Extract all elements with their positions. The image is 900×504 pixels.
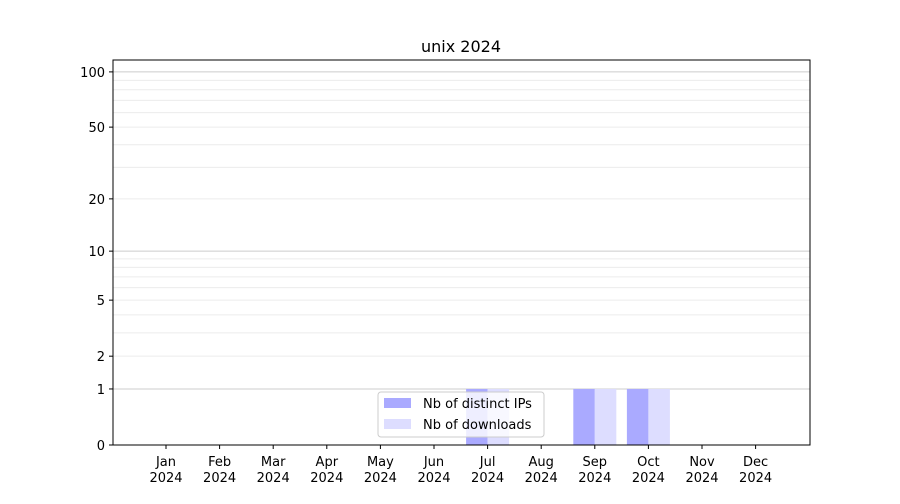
legend-box [377,391,545,438]
y-tick-label: 100 [80,66,105,81]
legend-swatch [384,398,411,408]
x-tick-label: Jun 2024 [417,455,450,486]
x-tick-label: Jan 2024 [149,455,182,486]
y-axis: 0 1 2 5 10 20 50 100 [80,66,113,454]
x-tick-label: Sep 2024 [578,455,611,486]
plot-frame [112,59,811,446]
x-tick-label: Mar 2024 [257,455,290,486]
bar-downloads [648,388,670,445]
legend-swatch [384,419,411,429]
x-axis: Jan 2024 Feb 2024 Mar 2024 Apr 2024 May 2024 Jun 20… [149,445,772,486]
x-tick-label: Aug 2024 [525,455,558,486]
y-tick-label: 2 [97,350,105,365]
grid [113,71,810,390]
legend-label: Nb of distinct IPs [423,397,532,412]
chart-title: unix 2024 [421,37,501,56]
y-tick-label: 1 [97,383,105,398]
bar-distinct-ips [626,388,649,445]
y-tick-label: 50 [88,121,105,136]
bar-distinct-ips [573,388,595,445]
x-tick-label: May 2024 [364,455,397,486]
x-tick-label: Feb 2024 [203,455,236,486]
x-tick-label: Oct 2024 [632,455,665,486]
y-tick-label: 5 [97,294,105,309]
legend: Nb of distinct IPs Nb of downloads [377,391,545,438]
bar-downloads [594,388,617,445]
x-tick-label: Nov 2024 [685,455,718,486]
legend-label: Nb of downloads [423,418,532,433]
x-tick-label: Dec 2024 [739,455,772,486]
x-tick-label: Apr 2024 [310,455,343,486]
y-tick-label: 10 [88,245,105,260]
y-tick-label: 0 [97,439,105,454]
x-tick-label: Jul 2024 [471,455,504,486]
y-tick-label: 20 [88,193,105,208]
